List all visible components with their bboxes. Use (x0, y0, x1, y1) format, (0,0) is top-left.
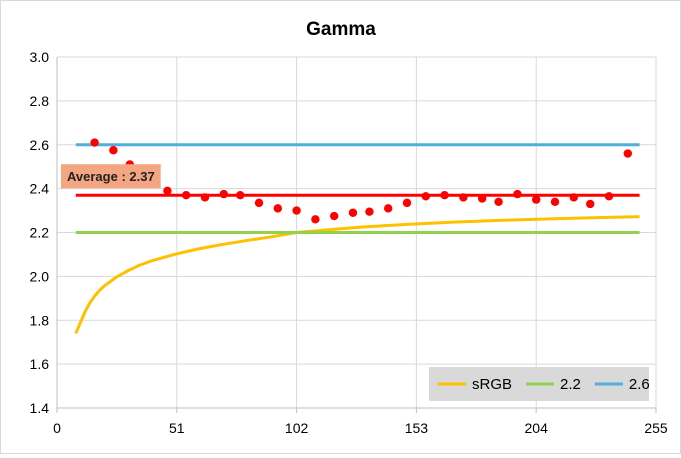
measured-point (513, 189, 522, 199)
chart-title: Gamma (306, 19, 376, 40)
measured-point (200, 193, 210, 202)
measured-point (348, 208, 358, 217)
measured-point (109, 146, 118, 155)
y-tick-label: 1.4 (30, 400, 50, 416)
measured-point (384, 204, 393, 213)
measured-points (90, 138, 633, 224)
measured-point (90, 138, 99, 147)
measured-point (254, 198, 264, 208)
legend: sRGB 2.2 2.6 (429, 367, 650, 401)
x-tick-label: 153 (405, 420, 429, 436)
measured-point (219, 189, 228, 199)
measured-point (494, 197, 503, 206)
x-tick-label: 204 (525, 420, 549, 436)
measured-point (273, 204, 283, 213)
x-tick-label: 102 (285, 420, 309, 436)
y-tick-label: 1.6 (30, 356, 50, 372)
measured-point (421, 192, 430, 201)
y-tick-label: 2.0 (30, 268, 50, 284)
legend-label-2-2: 2.2 (560, 376, 581, 393)
series-lines (74, 143, 640, 334)
measured-point (586, 199, 595, 209)
measured-point (459, 193, 468, 202)
legend-label-2-6: 2.6 (629, 376, 650, 393)
y-tick-label: 2.4 (30, 181, 50, 197)
average-annotation: Average : 2.37 (61, 164, 161, 189)
measured-point (329, 211, 339, 221)
measured-point (181, 191, 191, 200)
measured-point (477, 194, 487, 203)
measured-point (440, 191, 449, 200)
measured-point (236, 191, 245, 200)
measured-point (550, 197, 560, 206)
measured-point (311, 215, 320, 224)
axes: 1.4 1.6 1.8 2.0 2.2 2.4 2.6 2.8 3.0 0 51 102 153 204 2… (30, 49, 668, 436)
measured-point (365, 207, 374, 216)
measured-point (402, 198, 412, 208)
measured-point (569, 193, 578, 202)
legend-label-srgb: sRGB (472, 376, 512, 393)
average-label-text: Average : 2.37 (67, 169, 155, 184)
measured-point (292, 206, 301, 215)
y-tick-label: 2.8 (30, 93, 50, 109)
measured-point (604, 192, 614, 201)
y-tick-label: 2.2 (30, 225, 50, 241)
measured-point (532, 195, 541, 204)
y-tick-label: 1.8 (30, 312, 50, 328)
x-tick-label: 255 (644, 420, 668, 436)
y-tick-label: 3.0 (30, 49, 50, 65)
y-tick-label: 2.6 (30, 137, 50, 153)
measured-point (163, 186, 172, 196)
average-label-box (61, 164, 161, 189)
series-line-srgb (74, 215, 640, 334)
measured-point (623, 149, 633, 158)
x-tick-label: 51 (169, 420, 185, 436)
x-tick-label: 0 (53, 420, 61, 436)
